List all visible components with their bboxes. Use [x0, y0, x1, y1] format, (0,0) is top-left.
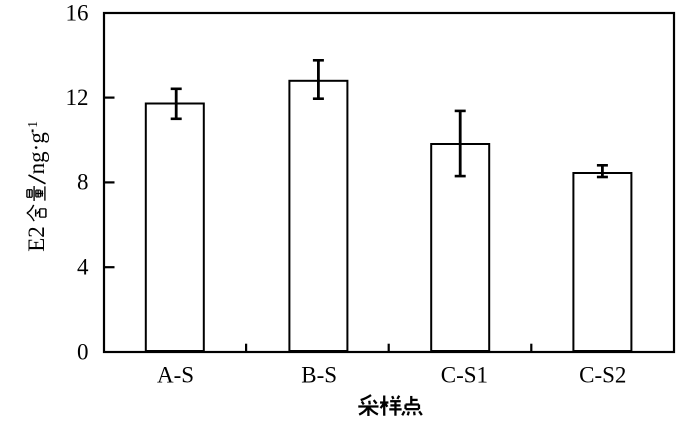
svg-text:0: 0 — [77, 339, 89, 364]
svg-text:16: 16 — [66, 0, 89, 25]
svg-text:1: 1 — [25, 121, 40, 128]
svg-text:8: 8 — [77, 170, 89, 195]
svg-text:12: 12 — [66, 85, 89, 110]
svg-text:E2: E2 — [24, 226, 49, 252]
svg-text:ng·g: ng·g — [24, 132, 49, 175]
svg-text:A-S: A-S — [157, 362, 194, 387]
svg-text:C-S1: C-S1 — [441, 362, 488, 387]
svg-text:B-S: B-S — [301, 362, 337, 387]
svg-text:C-S2: C-S2 — [579, 362, 626, 387]
svg-text:4: 4 — [77, 255, 89, 280]
